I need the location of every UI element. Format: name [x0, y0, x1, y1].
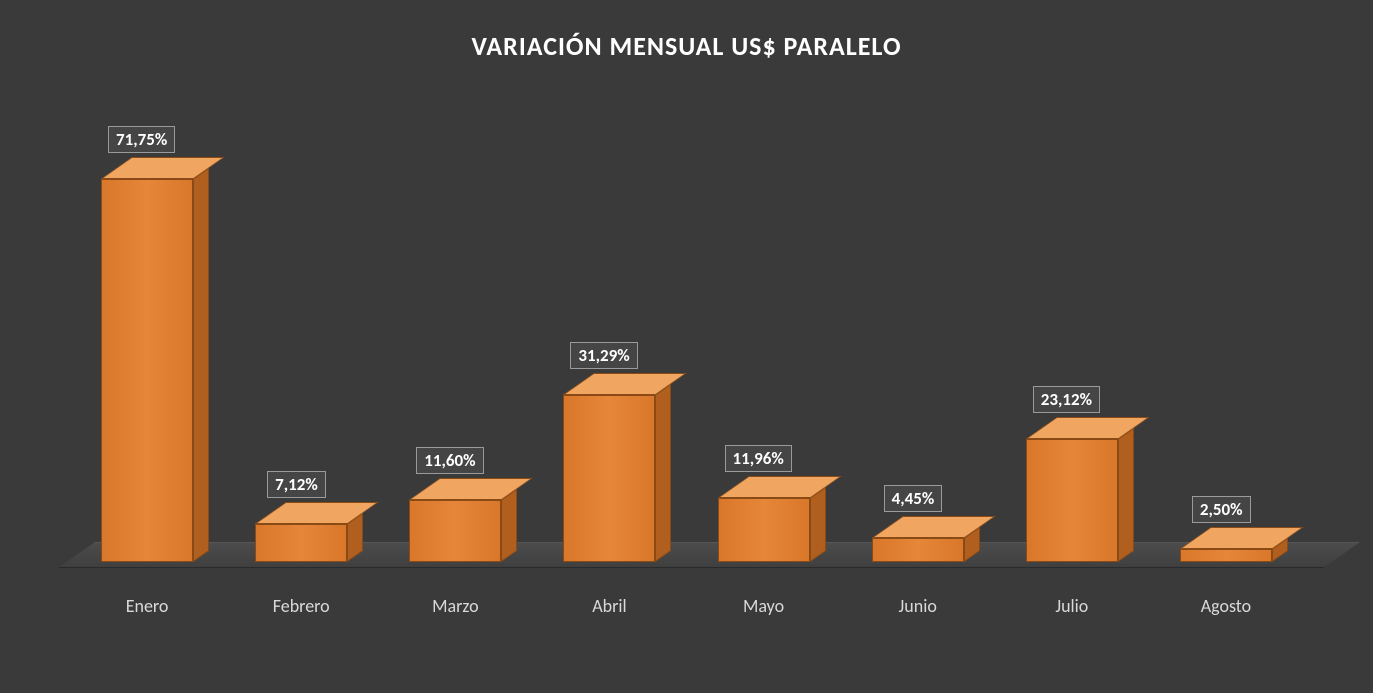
- category-label: Abril: [532, 595, 686, 617]
- bar-slot: 71,75%: [70, 132, 224, 562]
- chart-title: VARIACIÓN MENSUAL US$ PARALELO: [40, 20, 1333, 62]
- category-label: Enero: [70, 595, 224, 617]
- bar: 71,75%: [101, 179, 193, 562]
- bar-side-face: [655, 384, 671, 562]
- bar-side-face: [1118, 427, 1134, 562]
- bar-slot: 23,12%: [995, 132, 1149, 562]
- bar-front-face: [872, 538, 964, 562]
- bar: 31,29%: [563, 395, 655, 562]
- bar-front-face: [101, 179, 193, 562]
- bars-row: 71,75% 7,12% 11,60% 31,29% 11,96% 4,45% 23,12%…: [70, 132, 1303, 562]
- bar-front-face: [563, 395, 655, 562]
- category-label: Marzo: [378, 595, 532, 617]
- category-label: Agosto: [1149, 595, 1303, 617]
- bar: 7,12%: [255, 524, 347, 562]
- bar: 2,50%: [1180, 549, 1272, 562]
- bar-front-face: [1180, 549, 1272, 562]
- category-label: Febrero: [224, 595, 378, 617]
- bar-slot: 11,60%: [378, 132, 532, 562]
- bar-value-label: 71,75%: [108, 126, 175, 153]
- bar-value-label: 7,12%: [267, 471, 326, 498]
- bar: 23,12%: [1026, 439, 1118, 562]
- chart-container: VARIACIÓN MENSUAL US$ PARALELO 71,75% 7,1…: [0, 0, 1373, 693]
- bar-slot: 7,12%: [224, 132, 378, 562]
- bar-side-face: [193, 168, 209, 562]
- bar-side-face: [501, 489, 517, 562]
- bar-slot: 31,29%: [532, 132, 686, 562]
- bar-front-face: [1026, 439, 1118, 562]
- bar-value-label: 4,45%: [884, 485, 943, 512]
- bar-value-label: 11,96%: [725, 445, 792, 472]
- bar-slot: 2,50%: [1149, 132, 1303, 562]
- bar-front-face: [255, 524, 347, 562]
- bar-value-label: 2,50%: [1192, 496, 1251, 523]
- bar-slot: 11,96%: [687, 132, 841, 562]
- bar: 11,96%: [718, 498, 810, 562]
- category-labels-row: EneroFebreroMarzoAbrilMayoJunioJulioAgos…: [70, 595, 1303, 617]
- bar-value-label: 11,60%: [416, 447, 483, 474]
- bar-value-label: 23,12%: [1033, 386, 1100, 413]
- category-label: Mayo: [687, 595, 841, 617]
- bar: 11,60%: [409, 500, 501, 562]
- category-label: Julio: [995, 595, 1149, 617]
- bar-slot: 4,45%: [841, 132, 995, 562]
- bar: 4,45%: [872, 538, 964, 562]
- bar-front-face: [409, 500, 501, 562]
- category-label: Junio: [841, 595, 995, 617]
- plot-area: 71,75% 7,12% 11,60% 31,29% 11,96% 4,45% 23,12%…: [40, 72, 1333, 632]
- bar-side-face: [810, 487, 826, 562]
- bar-value-label: 31,29%: [570, 342, 637, 369]
- bar-front-face: [718, 498, 810, 562]
